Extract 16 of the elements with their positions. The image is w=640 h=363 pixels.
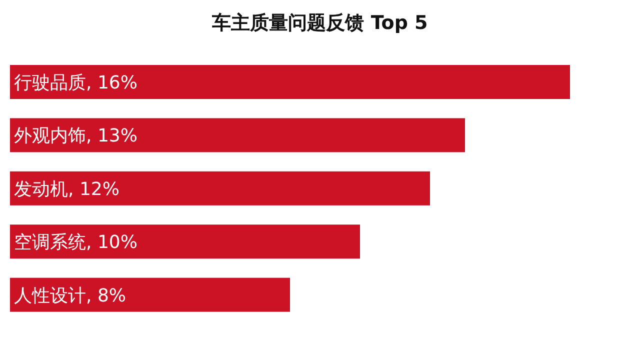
chart-title: 车主质量问题反馈 Top 5	[211, 12, 428, 34]
bar	[10, 224, 360, 259]
data-label: , 12%	[68, 178, 120, 200]
data-label: , 10%	[86, 232, 138, 254]
bar	[10, 118, 465, 152]
data-label: , 16%	[86, 72, 138, 94]
y-tick-label: 人性设计	[14, 285, 86, 306]
data-label: , 8%	[86, 285, 126, 306]
y-tick-label: 外观内饰	[14, 126, 86, 147]
y-tick-label: 行驶品质	[14, 72, 86, 94]
bar	[10, 171, 430, 206]
bar	[10, 278, 290, 312]
y-tick-label: 空调系统	[14, 232, 86, 254]
data-label: , 13%	[86, 126, 138, 147]
y-tick-label: 发动机	[14, 178, 68, 200]
bar	[10, 65, 570, 99]
